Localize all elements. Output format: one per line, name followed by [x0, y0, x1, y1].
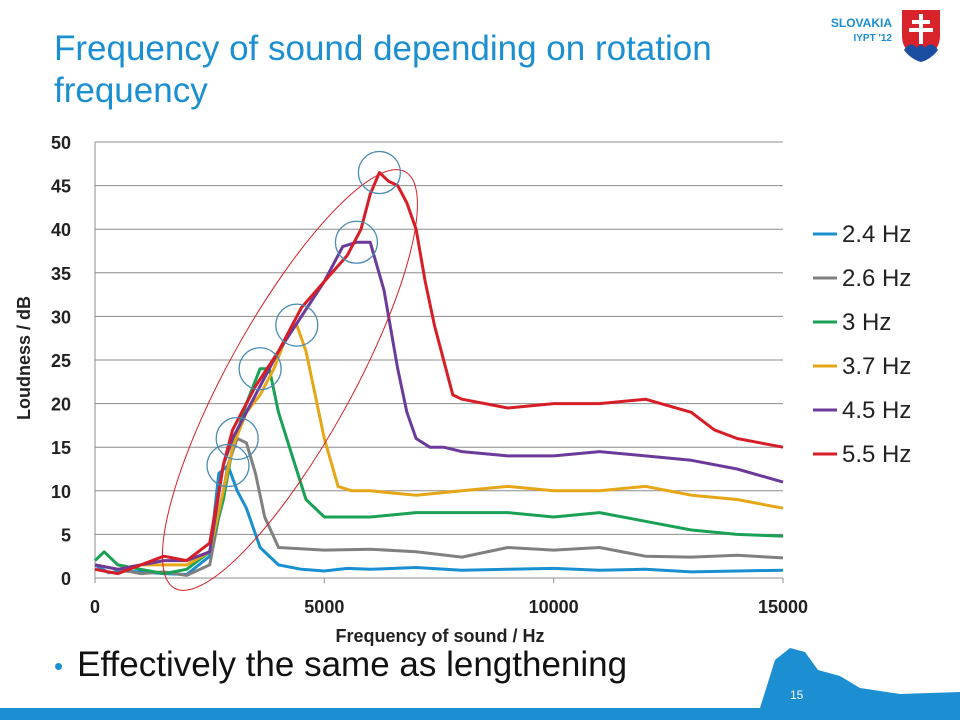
- peak-envelope-ellipse: [161, 169, 418, 591]
- legend-item: 5.5 Hz: [842, 441, 911, 468]
- bullet-dot-icon: •: [54, 651, 64, 682]
- x-tick-label: 15000: [758, 597, 808, 617]
- legend-item: 3.7 Hz: [842, 353, 911, 380]
- peak-circle: [238, 347, 282, 391]
- slovak-shield-icon: [900, 8, 942, 64]
- y-tick-label: 50: [51, 133, 71, 153]
- bullet-text: Effectively the same as lengthening: [77, 645, 628, 684]
- y-tick-labels: 0 5 10 15 20 25 30 35 40 45 50: [51, 133, 71, 589]
- y-tick-label: 25: [51, 351, 71, 371]
- bullet-item: • Effectively the same as lengthening: [54, 645, 627, 685]
- page-number: 15: [790, 688, 804, 702]
- legend: 2.4 Hz 2.6 Hz 3 Hz 3.7 Hz 4.5 Hz 5.5 Hz: [813, 221, 911, 468]
- legend-item: 2.6 Hz: [842, 265, 911, 292]
- x-tick-label: 0: [90, 597, 100, 617]
- country-badge: SLOVAKIA IYPT '12: [800, 6, 950, 64]
- y-tick-label: 5: [61, 525, 71, 545]
- series-line: [94, 171, 784, 576]
- y-tick-label: 40: [51, 220, 71, 240]
- y-axis-label: Loudness / dB: [14, 296, 34, 420]
- peak-circle: [357, 150, 402, 195]
- badge-event: IYPT '12: [853, 33, 892, 44]
- peak-circle: [206, 443, 250, 488]
- slide-title: Frequency of sound depending on rotation…: [54, 29, 712, 110]
- series-line: [94, 240, 784, 571]
- x-axis-label: Frequency of sound / Hz: [335, 626, 544, 646]
- annotations: [161, 150, 418, 591]
- x-tick-label: 5000: [304, 597, 344, 617]
- y-tick-label: 10: [51, 482, 71, 502]
- y-tick-label: 20: [51, 395, 71, 415]
- y-tick-label: 30: [51, 307, 71, 327]
- series-line: [93, 367, 784, 576]
- x-tick-labels: 0 5000 10000 15000: [90, 578, 808, 617]
- legend-item: 2.4 Hz: [842, 221, 911, 248]
- x-tick-label: 10000: [529, 597, 579, 617]
- y-tick-label: 0: [61, 569, 71, 589]
- peak-circle: [215, 416, 259, 461]
- peak-circle: [275, 303, 319, 347]
- peak-circle: [334, 220, 379, 264]
- legend-item: 3 Hz: [842, 309, 891, 336]
- y-tick-label: 35: [51, 264, 71, 284]
- series-lines: [93, 171, 784, 577]
- y-tick-label: 45: [51, 177, 71, 197]
- legend-item: 4.5 Hz: [842, 397, 911, 424]
- footer-bar: [0, 708, 960, 720]
- badge-country: SLOVAKIA: [830, 16, 892, 30]
- y-tick-label: 15: [51, 438, 71, 458]
- series-line: [94, 437, 784, 577]
- chart-gridlines: [95, 141, 783, 535]
- loudness-chart: 0 5 10 15 20 25 30 35 40 45 50 0 5000 10000 15000 2.4…: [14, 133, 911, 646]
- series-line: [94, 323, 784, 571]
